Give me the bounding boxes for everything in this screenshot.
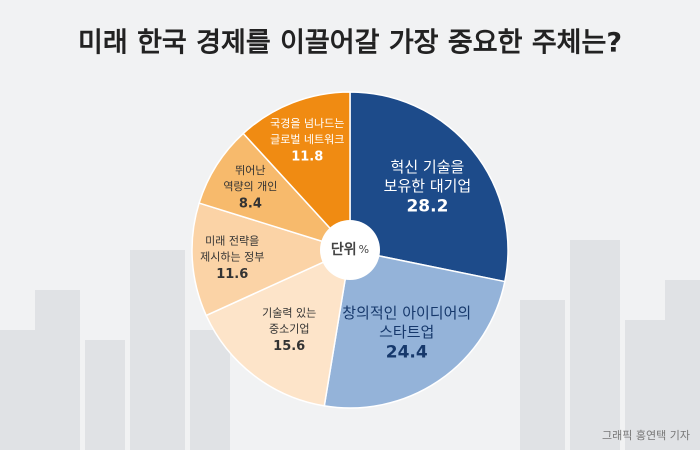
slice-label: 보유한 대기업 <box>384 177 472 195</box>
center-hole <box>320 220 380 280</box>
pie-slice <box>323 249 506 409</box>
slice-label: 혁신 기술을 <box>391 158 465 176</box>
pie-slice <box>242 91 351 252</box>
pie-slice <box>191 202 353 317</box>
pie-slice <box>205 248 351 407</box>
unit: % <box>359 243 369 256</box>
value-label: 28.2 <box>406 197 448 217</box>
slice-label: 미래 전략을 <box>205 234 259 247</box>
slice-label: 국경을 넘나드는 <box>270 117 344 130</box>
slice-label: 기술력 있는 <box>262 306 316 319</box>
city-silhouette <box>0 240 700 450</box>
value-label: 15.6 <box>273 339 305 354</box>
slice-label: 뛰어난 <box>235 164 265 177</box>
unit-name: 단위 <box>331 241 357 258</box>
pie <box>191 91 509 409</box>
slice-label: 스타트업 <box>379 323 434 341</box>
value-label: 11.8 <box>291 150 323 165</box>
credit: 그래픽 홍연택 기자 <box>602 428 690 442</box>
value-label: 8.4 <box>239 196 262 211</box>
unit-label: 단위% <box>331 241 369 258</box>
slice-label: 글로벌 네트워크 <box>270 133 344 146</box>
value-label: 24.4 <box>386 342 428 362</box>
slice-label: 역량의 개인 <box>223 180 277 193</box>
chart-title: 미래 한국 경제를 이끌어갈 가장 중요한 주체는? <box>78 28 622 59</box>
value-label: 11.6 <box>216 267 248 282</box>
slice-label: 창의적인 아이디어의 <box>342 304 471 322</box>
pie-slice <box>349 91 509 283</box>
slice-label: 중소기업 <box>269 322 309 335</box>
slice-label: 제시하는 정부 <box>200 249 264 263</box>
